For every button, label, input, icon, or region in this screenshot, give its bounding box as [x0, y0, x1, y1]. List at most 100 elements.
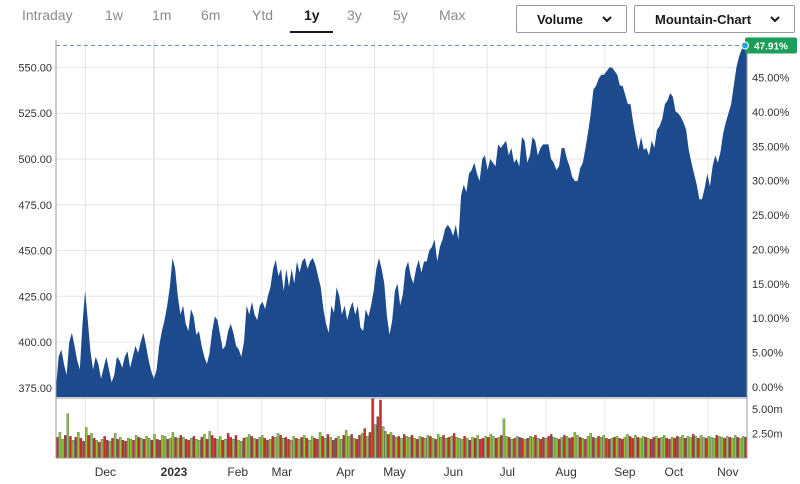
volume-bar: [103, 436, 106, 459]
volume-bar: [739, 438, 742, 459]
volume-bar: [705, 438, 708, 459]
chart-type-dropdown[interactable]: Mountain-Chart: [634, 5, 795, 33]
volume-bar: [400, 438, 403, 459]
volume-dropdown[interactable]: Volume: [516, 5, 627, 33]
volume-bar: [437, 434, 440, 459]
volume-bar: [266, 440, 269, 459]
x-tick-label: Jul: [500, 465, 515, 479]
y2-tick-label: 35.00%: [752, 141, 790, 153]
volume-bar: [63, 435, 67, 459]
volume-bar: [505, 436, 508, 459]
volume-bar: [124, 441, 127, 459]
volume-bar: [232, 439, 235, 459]
price-area: [56, 45, 747, 398]
volume-bar: [626, 434, 629, 459]
volume-bar: [410, 435, 414, 459]
volume-bar: [473, 438, 477, 459]
volume-bar: [360, 433, 364, 459]
volume-bar: [376, 416, 380, 459]
y2-tick-label: 20.00%: [752, 244, 790, 256]
volume-bar: [295, 438, 298, 459]
volume-bar: [255, 439, 259, 459]
active-tab-indicator: [290, 31, 333, 33]
tab-ytd[interactable]: Ytd: [252, 7, 274, 23]
volume-bar: [179, 435, 182, 459]
volume-bar: [289, 440, 293, 459]
volume-bar: [642, 436, 645, 459]
volume-bar: [279, 435, 282, 459]
volume-bar: [213, 438, 217, 459]
tab-1w[interactable]: 1w: [105, 7, 123, 23]
volume-bar: [536, 438, 540, 459]
volume-bar: [208, 431, 211, 459]
tab-intraday[interactable]: Intraday: [22, 7, 73, 23]
volume-bar: [439, 437, 443, 459]
volume-tick-label: 2.50m: [752, 428, 783, 440]
volume-bar: [221, 440, 225, 459]
volume-bar: [240, 441, 243, 459]
volume-bar: [192, 436, 196, 459]
volume-bar: [350, 434, 353, 459]
volume-bar: [431, 438, 435, 459]
volume-bar: [639, 438, 642, 459]
volume-bar: [331, 440, 335, 459]
volume-bar: [615, 436, 619, 459]
volume-bar: [605, 438, 608, 459]
volume-bars: [56, 397, 747, 459]
y-tick-label: 400.00: [18, 337, 52, 349]
volume-bar: [573, 432, 577, 459]
volume-bar: [723, 438, 726, 459]
volume-bar: [261, 435, 264, 459]
volume-bar: [56, 437, 59, 459]
volume-bar: [253, 438, 256, 459]
volume-bar: [555, 438, 558, 459]
volume-bar: [276, 433, 280, 459]
volume-bar: [712, 438, 716, 459]
volume-bar: [161, 435, 164, 459]
y-tick-label: 550.00: [18, 62, 52, 74]
volume-bar: [226, 433, 230, 459]
volume-bar: [74, 437, 77, 459]
volume-bar: [413, 438, 416, 459]
volume-bar: [184, 439, 188, 459]
volume-bar: [242, 438, 246, 459]
tab-1y[interactable]: 1y: [304, 7, 320, 23]
volume-bar: [282, 438, 285, 459]
volume-bar: [594, 438, 598, 459]
volume-bar: [395, 437, 398, 459]
volume-bar: [402, 434, 406, 459]
tab-5y[interactable]: 5y: [393, 7, 408, 23]
volume-bar: [85, 427, 88, 459]
volume-bar: [544, 438, 548, 459]
volume-bar: [539, 439, 542, 459]
volume-bar: [531, 437, 535, 459]
volume-bar: [597, 436, 600, 459]
x-tick-label: Mar: [271, 465, 292, 479]
volume-bar: [471, 437, 474, 459]
y2-tick-label: 0.00%: [752, 382, 783, 394]
tab-1m[interactable]: 1m: [152, 7, 172, 23]
volume-bar: [200, 437, 204, 459]
volume-bar: [358, 435, 361, 459]
tab-6m[interactable]: 6m: [201, 7, 221, 23]
volume-bar: [684, 438, 687, 459]
volume-bar: [508, 437, 511, 459]
last-value-badge: [745, 37, 797, 54]
volume-bar: [353, 438, 356, 459]
y2-tick-label: 30.00%: [752, 176, 790, 188]
tab-3y[interactable]: 3y: [347, 7, 362, 23]
volume-bar: [234, 435, 238, 459]
volume-bar: [121, 440, 125, 459]
volume-bar: [576, 435, 579, 459]
volume-bar: [310, 436, 314, 459]
volume-bar: [129, 439, 133, 459]
volume-bar: [452, 433, 456, 459]
volume-bar: [670, 437, 674, 459]
volume-bar: [586, 436, 590, 459]
volume-bar: [66, 413, 70, 459]
tab-max[interactable]: Max: [439, 7, 466, 23]
volume-bar: [442, 435, 445, 459]
volume-bar: [329, 437, 332, 459]
volume-bar: [534, 435, 537, 459]
y-tick-label: 375.00: [18, 383, 52, 395]
